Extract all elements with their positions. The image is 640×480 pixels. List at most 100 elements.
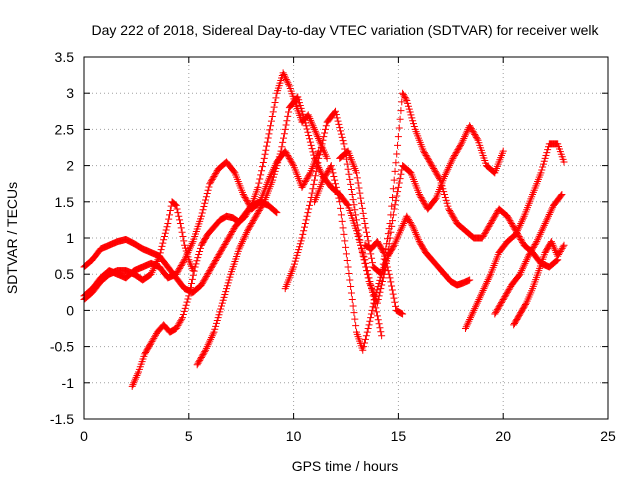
data-point (258, 167, 266, 175)
data-point (450, 214, 458, 222)
data-point (359, 209, 367, 217)
data-point (207, 178, 215, 186)
data-point (441, 191, 449, 199)
data-point (336, 198, 344, 206)
data-point (451, 150, 459, 158)
data-point (380, 248, 388, 256)
data-point (404, 102, 412, 110)
data-point (378, 265, 386, 273)
data-point (227, 230, 235, 238)
data-point (483, 225, 491, 233)
data-point (309, 185, 317, 193)
data-point (249, 218, 257, 226)
data-point (351, 315, 359, 323)
data-point (379, 260, 387, 268)
data-point (155, 252, 163, 260)
data-point (387, 278, 395, 286)
data-point (228, 227, 236, 235)
data-point (512, 230, 520, 238)
data-point (345, 269, 353, 277)
data-point (332, 111, 340, 119)
data-point (467, 312, 475, 320)
data-point (541, 220, 549, 228)
data-point (312, 167, 320, 175)
data-point (260, 154, 268, 162)
data-point (441, 193, 449, 201)
data-point (487, 218, 495, 226)
data-point (163, 223, 171, 231)
data-point (180, 237, 188, 245)
data-point (542, 218, 550, 226)
data-point (298, 234, 306, 242)
data-point (255, 206, 263, 214)
data-point (436, 176, 444, 184)
y-tick-label: -0.5 (50, 339, 74, 355)
data-point (396, 115, 404, 123)
data-point (448, 156, 456, 164)
data-point (350, 309, 358, 317)
data-point (304, 173, 312, 181)
data-point (357, 194, 365, 202)
data-point (218, 299, 226, 307)
data-point (477, 292, 485, 300)
data-point (254, 209, 262, 217)
data-point (343, 148, 351, 156)
data-point (254, 208, 262, 216)
data-point (393, 150, 401, 158)
data-point (314, 133, 322, 141)
data-point (482, 228, 490, 236)
data-point (207, 265, 215, 273)
data-point (409, 120, 417, 128)
data-point (262, 146, 270, 154)
data-point (203, 343, 211, 351)
data-point (424, 154, 432, 162)
data-point (419, 196, 427, 204)
data-point (405, 105, 413, 113)
data-point (210, 259, 218, 267)
data-point (306, 170, 314, 178)
data-point (316, 151, 324, 159)
data-point (472, 303, 480, 311)
data-point (314, 134, 322, 142)
data-point (420, 199, 428, 207)
data-point (171, 200, 179, 208)
data-point (456, 141, 464, 149)
data-point (446, 162, 454, 170)
data-point (353, 230, 361, 238)
data-point (389, 185, 397, 193)
data-point (467, 123, 475, 131)
data-point (199, 206, 207, 214)
data-point (558, 244, 566, 252)
data-point (174, 267, 182, 275)
data-point (518, 218, 526, 226)
data-point (398, 223, 406, 231)
data-point (152, 331, 160, 339)
data-point (214, 314, 222, 322)
data-point (284, 151, 292, 159)
data-point (372, 289, 380, 297)
data-point (445, 205, 453, 213)
data-point (444, 202, 452, 210)
data-point (267, 122, 275, 130)
data-point (197, 212, 205, 220)
data-point (433, 170, 441, 178)
data-point (304, 111, 312, 119)
data-point (360, 256, 368, 264)
data-point (559, 243, 567, 251)
data-point (448, 211, 456, 219)
data-point (517, 268, 525, 276)
data-point (182, 301, 190, 309)
data-point (259, 201, 267, 209)
data-point (180, 257, 188, 265)
data-point (366, 317, 374, 325)
data-point (203, 189, 211, 197)
data-point (176, 263, 184, 271)
data-point (354, 226, 362, 234)
data-point (479, 286, 487, 294)
data-point (305, 132, 313, 140)
data-point (362, 224, 370, 232)
data-point (310, 151, 318, 159)
data-point (404, 214, 412, 222)
data-point (363, 328, 371, 336)
